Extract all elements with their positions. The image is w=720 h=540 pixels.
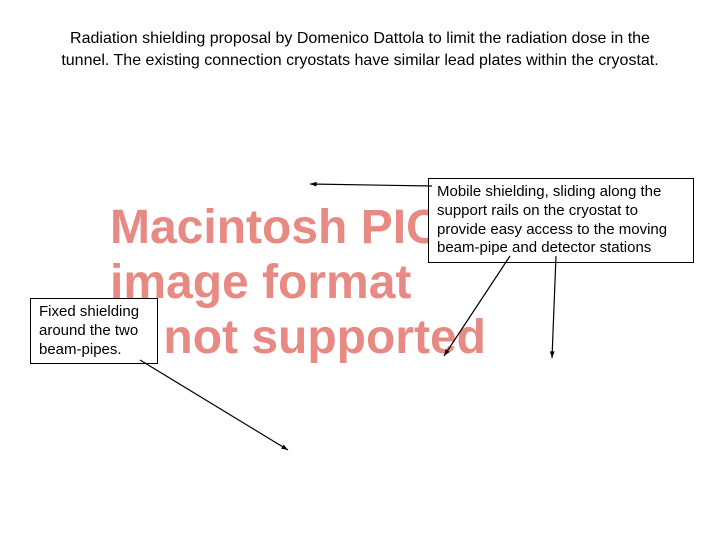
watermark-line-3: is not supported — [110, 310, 486, 365]
callout-mobile-shielding: Mobile shielding, sliding along the supp… — [428, 178, 694, 263]
callout-fixed-shielding: Fixed shielding around the two beam-pipe… — [30, 298, 158, 364]
title-text: Radiation shielding proposal by Domenico… — [48, 28, 672, 71]
watermark-line-2: image format — [110, 255, 486, 310]
